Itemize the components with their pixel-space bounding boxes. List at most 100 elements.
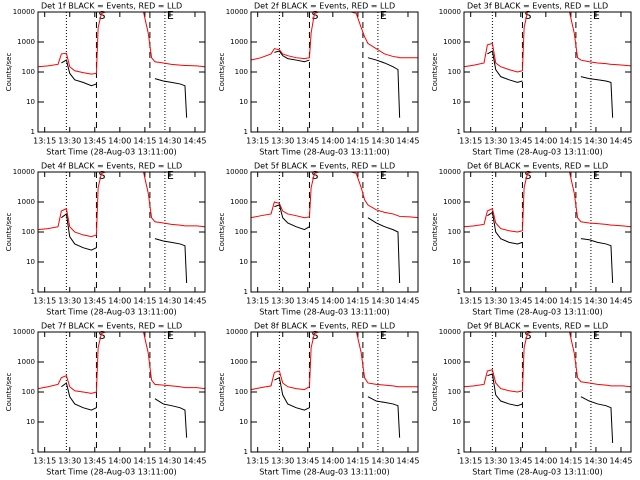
x-tick-label: 14:30 <box>584 297 607 306</box>
series-line <box>61 213 188 283</box>
y-tick-label: 10 <box>239 98 248 106</box>
y-tick-label: 1000 <box>17 198 35 206</box>
y-tick-label: 1000 <box>17 358 35 366</box>
y-tick-label: 100 <box>22 228 35 236</box>
chart-title: Det 1f BLACK = Events, RED = LLD <box>41 2 182 11</box>
x-tick-label: 14:15 <box>133 297 156 306</box>
x-axis-label: Start Time (28-Aug-03 13:11:00) <box>259 468 390 477</box>
y-tick-label: 10 <box>452 258 461 266</box>
x-tick-label: 14:15 <box>559 457 582 466</box>
marker-label: S <box>311 9 318 22</box>
series-line <box>487 211 614 283</box>
x-tick-label: 14:30 <box>371 457 394 466</box>
x-axis-label: Start Time (28-Aug-03 13:11:00) <box>46 468 177 477</box>
y-tick-label: 10000 <box>439 328 461 336</box>
series-line <box>38 12 205 75</box>
series-line <box>251 332 418 391</box>
panel: Det 9f BLACK = Events, RED = LLD Start Ti… <box>431 322 633 477</box>
chart-title: Det 4f BLACK = Events, RED = LLD <box>41 162 182 171</box>
y-tick-label: 1 <box>244 448 248 456</box>
panel: Det 5f BLACK = Events, RED = LLD Start Ti… <box>218 162 420 317</box>
x-tick-label: 14:45 <box>396 457 419 466</box>
x-axis-label: Start Time (28-Aug-03 13:11:00) <box>472 468 603 477</box>
x-tick-label: 14:15 <box>346 297 369 306</box>
plot-frame <box>250 11 419 133</box>
y-tick-label: 10 <box>452 98 461 106</box>
chart-title: Det 3f BLACK = Events, RED = LLD <box>467 2 608 11</box>
x-tick-label: 14:00 <box>108 297 131 306</box>
x-tick-label: 14:30 <box>158 457 181 466</box>
y-tick-label: 100 <box>448 228 461 236</box>
y-tick-label: 10000 <box>439 8 461 16</box>
series-line <box>487 373 614 443</box>
marker-label: S <box>98 329 105 342</box>
series-line <box>61 382 188 438</box>
y-tick-label: 10000 <box>13 328 35 336</box>
x-tick-label: 13:15 <box>33 457 56 466</box>
chart-title: Det 5f BLACK = Events, RED = LLD <box>254 162 395 171</box>
chart-title: Det 7f BLACK = Events, RED = LLD <box>41 322 182 331</box>
y-tick-label: 1 <box>457 288 461 296</box>
plot-frame <box>463 11 632 133</box>
y-tick-label: 10000 <box>439 168 461 176</box>
x-tick-label: 14:00 <box>108 457 131 466</box>
x-tick-label: 13:15 <box>246 137 269 146</box>
plot-frame <box>463 331 632 453</box>
panel: Det 1f BLACK = Events, RED = LLD Start Ti… <box>5 2 207 157</box>
x-tick-label: 14:30 <box>371 137 394 146</box>
panel: Det 4f BLACK = Events, RED = LLD Start Ti… <box>5 162 207 317</box>
marker-label: E <box>167 169 174 182</box>
x-tick-label: 14:45 <box>609 457 632 466</box>
x-tick-label: 14:15 <box>346 137 369 146</box>
series-line <box>38 172 205 238</box>
series-line <box>464 332 631 393</box>
y-axis-label: Counts/sec <box>218 213 226 252</box>
plot-frame <box>37 11 206 133</box>
series-line <box>61 59 188 118</box>
x-tick-label: 14:30 <box>584 137 607 146</box>
y-axis-label: Counts/sec <box>218 373 226 412</box>
y-axis-label: Counts/sec <box>431 373 439 412</box>
x-tick-label: 14:45 <box>396 137 419 146</box>
y-tick-label: 10 <box>452 418 461 426</box>
x-axis-label: Start Time (28-Aug-03 13:11:00) <box>46 148 177 157</box>
x-tick-label: 14:45 <box>609 297 632 306</box>
y-tick-label: 1 <box>457 128 461 136</box>
series-line <box>251 12 418 61</box>
x-tick-label: 13:30 <box>271 457 294 466</box>
y-tick-label: 100 <box>22 388 35 396</box>
x-tick-label: 14:15 <box>133 457 156 466</box>
marker-label: S <box>311 169 318 182</box>
x-tick-label: 13:30 <box>58 297 81 306</box>
chart-title: Det 6f BLACK = Events, RED = LLD <box>467 162 608 171</box>
plot-frame <box>250 171 419 293</box>
marker-label: E <box>167 9 174 22</box>
marker-label: E <box>593 329 600 342</box>
y-tick-label: 1 <box>31 448 35 456</box>
x-tick-label: 13:30 <box>58 457 81 466</box>
y-tick-label: 1 <box>244 128 248 136</box>
y-tick-label: 100 <box>235 228 248 236</box>
y-tick-label: 100 <box>448 388 461 396</box>
x-tick-label: 14:00 <box>108 137 131 146</box>
series-line <box>487 50 614 118</box>
x-tick-label: 14:15 <box>346 457 369 466</box>
x-tick-label: 13:45 <box>83 297 106 306</box>
x-tick-label: 14:00 <box>321 457 344 466</box>
x-tick-label: 13:45 <box>296 137 319 146</box>
marker-label: S <box>311 329 318 342</box>
x-tick-label: 14:30 <box>158 297 181 306</box>
y-axis-label: Counts/sec <box>431 53 439 92</box>
y-tick-label: 10000 <box>226 8 248 16</box>
x-axis-label: Start Time (28-Aug-03 13:11:00) <box>472 148 603 157</box>
x-tick-label: 14:45 <box>183 457 206 466</box>
x-tick-label: 13:45 <box>509 137 532 146</box>
y-tick-label: 100 <box>235 388 248 396</box>
x-tick-label: 13:15 <box>246 457 269 466</box>
series-line <box>274 376 401 438</box>
marker-label: S <box>524 329 531 342</box>
series-line <box>274 204 401 283</box>
panel: Det 6f BLACK = Events, RED = LLD Start Ti… <box>431 162 633 317</box>
x-tick-label: 13:30 <box>58 137 81 146</box>
